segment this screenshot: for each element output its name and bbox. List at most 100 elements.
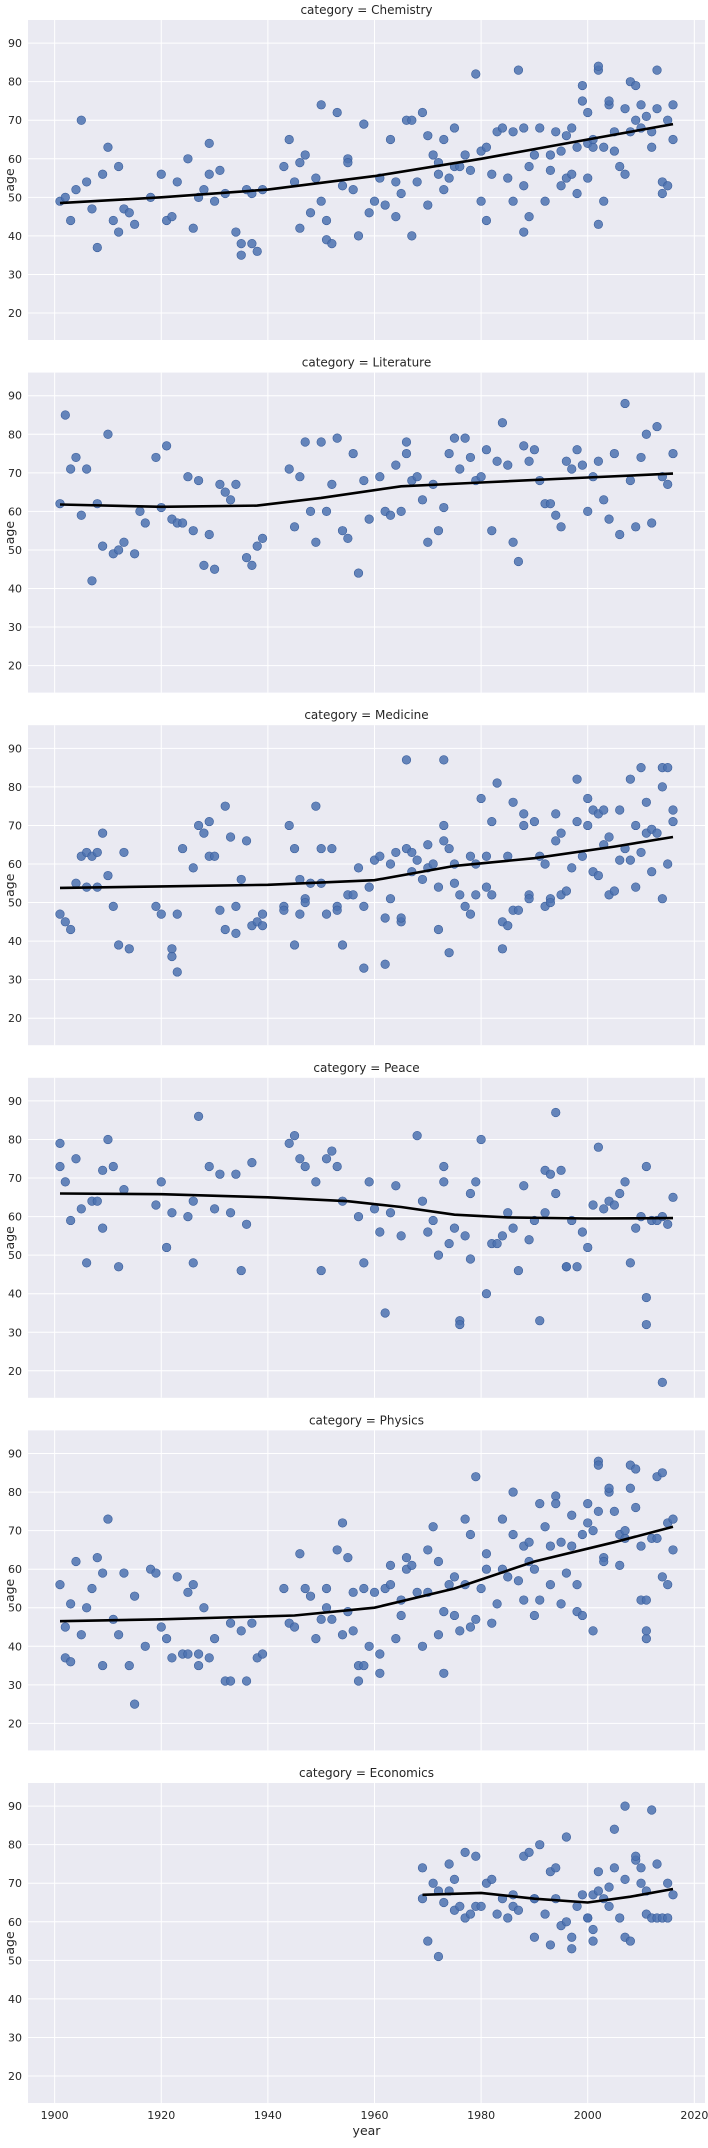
data-point — [455, 464, 465, 474]
data-point — [231, 1169, 241, 1179]
data-point — [316, 1265, 326, 1276]
data-point — [353, 1676, 364, 1686]
y-tick-label: 60 — [8, 505, 22, 518]
data-point — [188, 526, 198, 536]
data-point — [663, 859, 673, 869]
data-point — [98, 1660, 108, 1671]
data-point — [209, 1633, 220, 1644]
data-point — [247, 239, 257, 249]
y-tick-label: 30 — [8, 268, 22, 281]
data-point — [620, 398, 630, 409]
data-point — [172, 967, 182, 977]
data-point — [380, 913, 390, 923]
data-point — [140, 518, 150, 528]
data-point — [641, 1595, 651, 1605]
data-point — [577, 80, 587, 91]
data-point — [636, 763, 646, 773]
y-axis-label: age — [2, 1578, 17, 1602]
y-axis-label: age — [2, 168, 17, 192]
data-point — [364, 1177, 374, 1187]
data-point — [497, 418, 508, 428]
data-point — [471, 1851, 481, 1861]
y-tick-label: 90 — [8, 37, 22, 50]
data-point — [183, 1587, 193, 1597]
data-point — [60, 410, 70, 420]
data-point — [316, 196, 326, 206]
data-point — [114, 1630, 124, 1640]
data-point — [561, 886, 572, 896]
data-point — [98, 1165, 108, 1175]
data-point — [76, 1630, 86, 1640]
data-point — [583, 173, 593, 183]
data-point — [641, 111, 651, 121]
data-point — [391, 177, 401, 187]
data-point — [503, 1208, 513, 1218]
data-point — [204, 169, 214, 179]
data-point — [513, 1576, 524, 1586]
plot-area — [28, 20, 705, 340]
data-point — [337, 940, 348, 950]
data-point — [343, 1553, 353, 1563]
data-point — [92, 847, 102, 858]
data-point — [321, 1154, 332, 1164]
data-point — [407, 231, 417, 241]
data-point — [284, 134, 294, 145]
y-tick-label: 20 — [8, 1717, 22, 1730]
y-tick-label: 90 — [8, 1095, 22, 1108]
y-tick-label: 70 — [8, 819, 22, 832]
data-point — [156, 1177, 166, 1187]
data-point — [380, 959, 390, 969]
data-point — [76, 510, 86, 520]
data-point — [449, 1223, 460, 1233]
data-point — [407, 115, 417, 125]
data-point — [114, 161, 124, 172]
data-point — [305, 208, 316, 218]
data-point — [327, 1146, 337, 1156]
data-point — [657, 894, 667, 904]
y-tick-label: 20 — [8, 2070, 22, 2083]
data-point — [444, 1580, 454, 1590]
data-point — [471, 69, 481, 79]
data-point — [572, 188, 582, 199]
data-point — [423, 1936, 433, 1946]
data-point — [465, 909, 476, 919]
data-point — [572, 1580, 582, 1590]
data-point — [332, 905, 342, 915]
data-point — [209, 564, 220, 574]
y-tick-label: 60 — [8, 153, 22, 166]
panel-title: category = Literature — [302, 356, 431, 370]
data-point — [503, 173, 513, 183]
data-point — [231, 901, 241, 912]
data-point — [636, 1211, 646, 1222]
data-point — [481, 851, 492, 861]
data-point — [359, 119, 369, 129]
data-point — [492, 1238, 502, 1249]
data-point — [577, 851, 587, 861]
data-point — [476, 196, 486, 206]
data-point — [369, 1587, 380, 1597]
data-point — [428, 1215, 438, 1226]
data-point — [513, 1905, 524, 1915]
y-tick-label: 80 — [8, 1839, 22, 1852]
data-point — [529, 1564, 540, 1574]
data-point — [204, 138, 214, 148]
data-point — [556, 181, 566, 191]
data-point — [193, 1649, 204, 1659]
data-point — [375, 1227, 385, 1237]
y-axis-label: age — [2, 1931, 17, 1955]
data-point — [428, 859, 438, 869]
data-point — [412, 1587, 422, 1597]
data-point — [641, 429, 651, 439]
data-point — [156, 909, 166, 919]
y-tick-label: 60 — [8, 1563, 22, 1576]
data-point — [636, 1541, 646, 1551]
data-point — [476, 1901, 486, 1911]
data-point — [172, 1572, 182, 1582]
data-point — [257, 533, 268, 543]
data-point — [604, 1901, 614, 1911]
data-point — [396, 506, 406, 516]
data-point — [279, 1583, 289, 1594]
data-point — [236, 874, 246, 885]
data-point — [663, 1580, 673, 1590]
data-point — [460, 1231, 470, 1241]
